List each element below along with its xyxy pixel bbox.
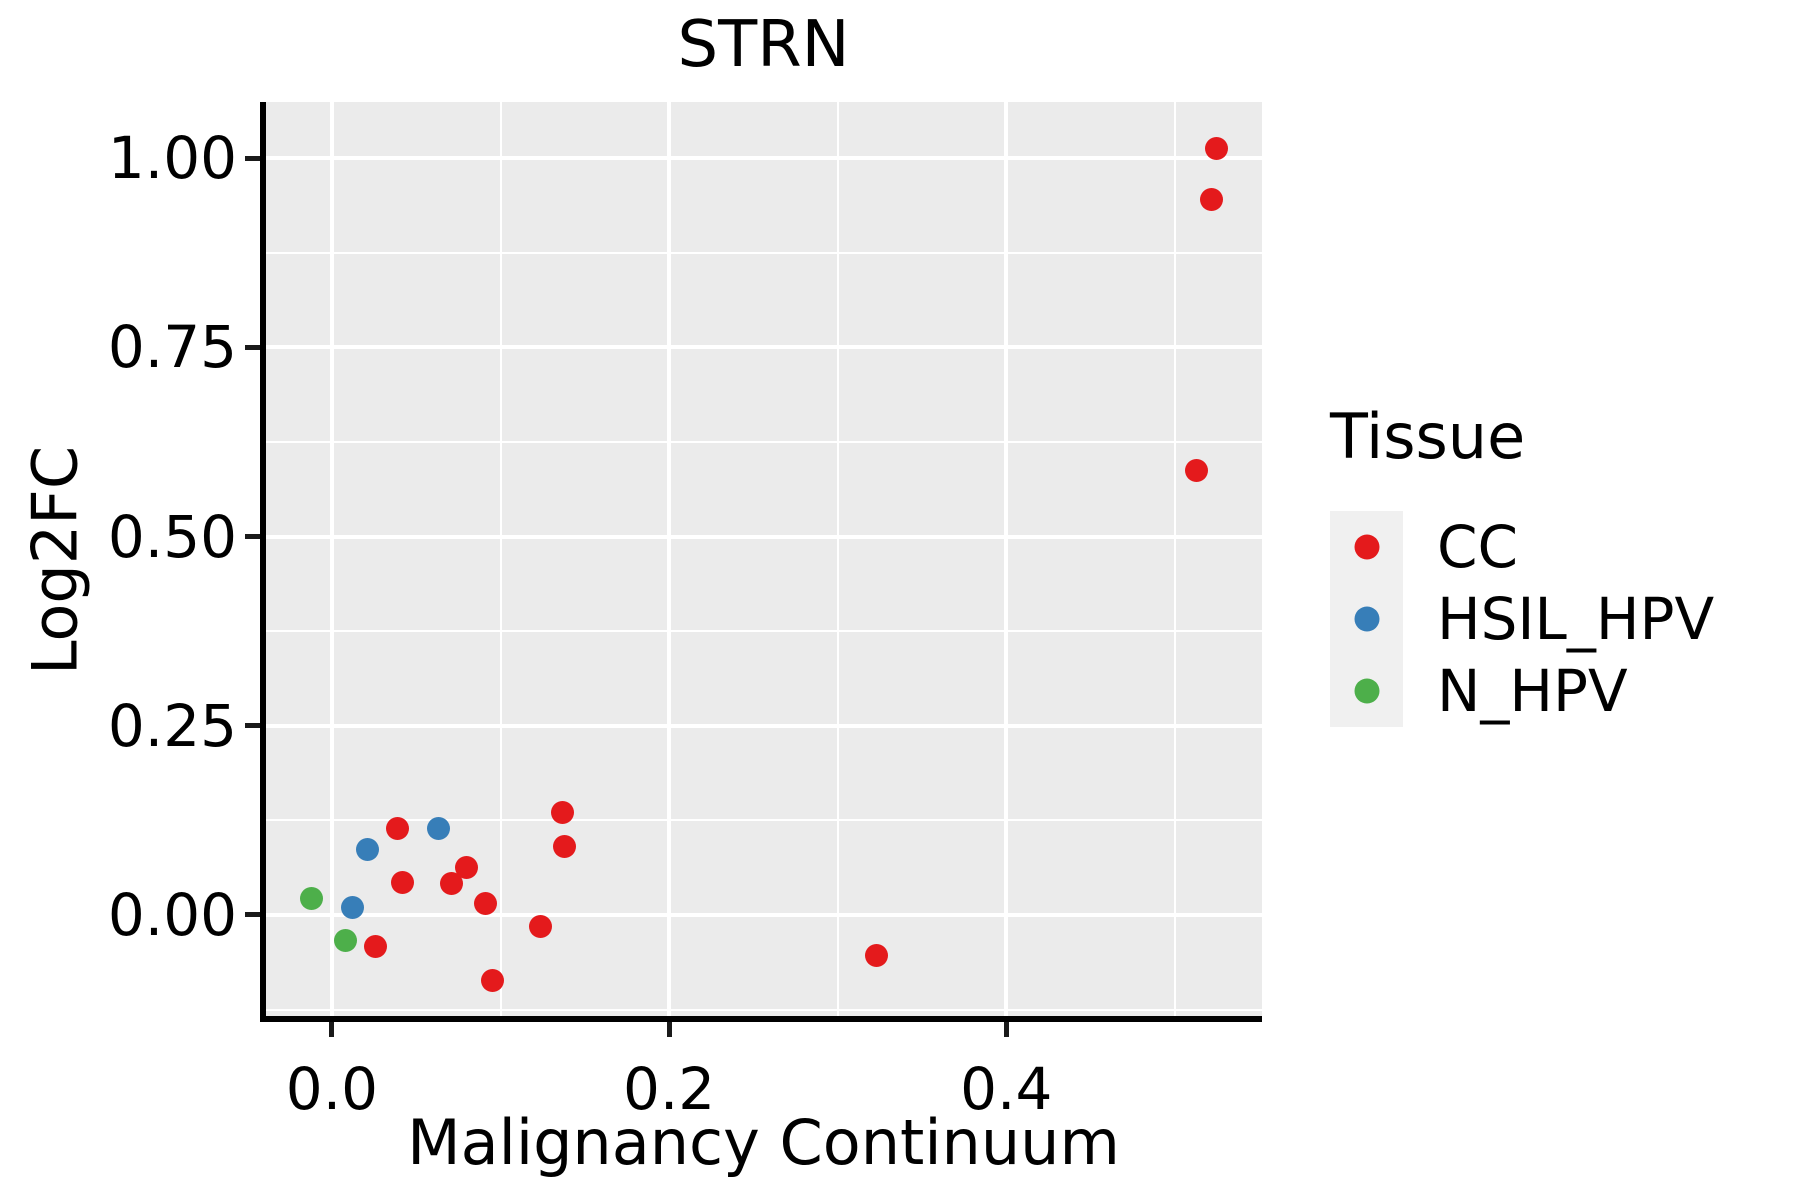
legend-key bbox=[1330, 511, 1403, 583]
gridline-minor-x bbox=[499, 102, 502, 1018]
gridline-minor-x bbox=[836, 102, 839, 1018]
data-point-hsil_hpv bbox=[340, 895, 364, 919]
gridline-minor-y bbox=[265, 630, 1262, 633]
gridline-minor-y bbox=[265, 440, 1262, 443]
legend-entry-cc: CC bbox=[1330, 511, 1714, 583]
data-point-cc bbox=[480, 968, 504, 992]
legend-entry-hsil-hpv: HSIL_HPV bbox=[1330, 583, 1714, 655]
legend-key bbox=[1330, 655, 1403, 727]
data-point-cc bbox=[1205, 136, 1229, 160]
y-tick-label: 0.50 bbox=[107, 502, 237, 571]
data-point-cc bbox=[553, 835, 577, 859]
y-axis-title: Log2FC bbox=[18, 102, 92, 1018]
y-tick-label: 0.00 bbox=[107, 880, 237, 949]
data-point-cc bbox=[386, 817, 410, 841]
data-point-cc bbox=[864, 943, 888, 967]
data-point-cc bbox=[455, 855, 479, 879]
legend-point-icon bbox=[1354, 534, 1379, 560]
legend-entry-n-hpv: N_HPV bbox=[1330, 655, 1714, 727]
x-tick-label: 0.0 bbox=[285, 1055, 379, 1123]
data-point-cc bbox=[391, 870, 415, 894]
data-point-cc bbox=[364, 934, 388, 958]
x-axis-title: Malignancy Continuum bbox=[407, 1106, 1120, 1179]
legend-label: HSIL_HPV bbox=[1437, 585, 1715, 653]
legend-label: N_HPV bbox=[1437, 657, 1628, 725]
gridline-minor-y bbox=[265, 1008, 1262, 1011]
plot-panel bbox=[265, 102, 1262, 1018]
gridline-minor-y bbox=[265, 819, 1262, 822]
data-point-n_hpv bbox=[333, 929, 357, 953]
x-tick-mark bbox=[329, 1022, 335, 1037]
x-tick-mark bbox=[1003, 1022, 1009, 1037]
legend-point-icon bbox=[1354, 678, 1379, 704]
gridline-major-y bbox=[265, 912, 1262, 917]
y-tick-mark bbox=[245, 912, 260, 918]
data-point-cc bbox=[1185, 459, 1209, 483]
gridline-major-y bbox=[265, 345, 1262, 350]
data-point-hsil_hpv bbox=[426, 817, 450, 841]
y-tick-mark bbox=[245, 344, 260, 350]
gridline-minor-x bbox=[1173, 102, 1176, 1018]
gridline-major-y bbox=[265, 156, 1262, 161]
x-tick-label: 0.2 bbox=[622, 1055, 716, 1123]
data-point-cc bbox=[551, 800, 575, 824]
data-point-hsil_hpv bbox=[355, 837, 379, 861]
gridline-major-y bbox=[265, 534, 1262, 539]
x-tick-mark bbox=[666, 1022, 672, 1037]
y-tick-label: 1.00 bbox=[107, 124, 237, 193]
data-point-cc bbox=[1200, 188, 1224, 212]
chart-title: STRN bbox=[677, 8, 850, 82]
gridline-major-x bbox=[1004, 102, 1009, 1018]
gridline-major-x bbox=[667, 102, 672, 1018]
data-point-n_hpv bbox=[300, 886, 324, 910]
gridline-minor-y bbox=[265, 251, 1262, 254]
data-point-cc bbox=[529, 914, 553, 938]
x-tick-label: 0.4 bbox=[960, 1055, 1053, 1123]
y-tick-mark bbox=[245, 534, 260, 540]
legend-label: CC bbox=[1437, 513, 1518, 581]
y-tick-label: 0.25 bbox=[107, 691, 237, 760]
gridline-major-x bbox=[329, 102, 334, 1018]
legend-point-icon bbox=[1354, 606, 1379, 632]
gridline-major-y bbox=[265, 723, 1262, 728]
legend: Tissue CC HSIL_HPV N_HPV bbox=[1330, 400, 1714, 727]
x-axis-line bbox=[260, 1016, 1262, 1022]
y-tick-label: 0.75 bbox=[107, 313, 237, 382]
legend-key bbox=[1330, 583, 1403, 655]
data-point-cc bbox=[440, 871, 464, 895]
y-axis-line bbox=[260, 102, 266, 1022]
legend-title: Tissue bbox=[1330, 400, 1526, 473]
y-tick-mark bbox=[245, 155, 260, 161]
data-point-cc bbox=[473, 892, 497, 916]
y-axis-title-text: Log2FC bbox=[18, 445, 92, 675]
y-tick-mark bbox=[245, 723, 260, 729]
legend-entries: CC HSIL_HPV N_HPV bbox=[1330, 511, 1714, 727]
